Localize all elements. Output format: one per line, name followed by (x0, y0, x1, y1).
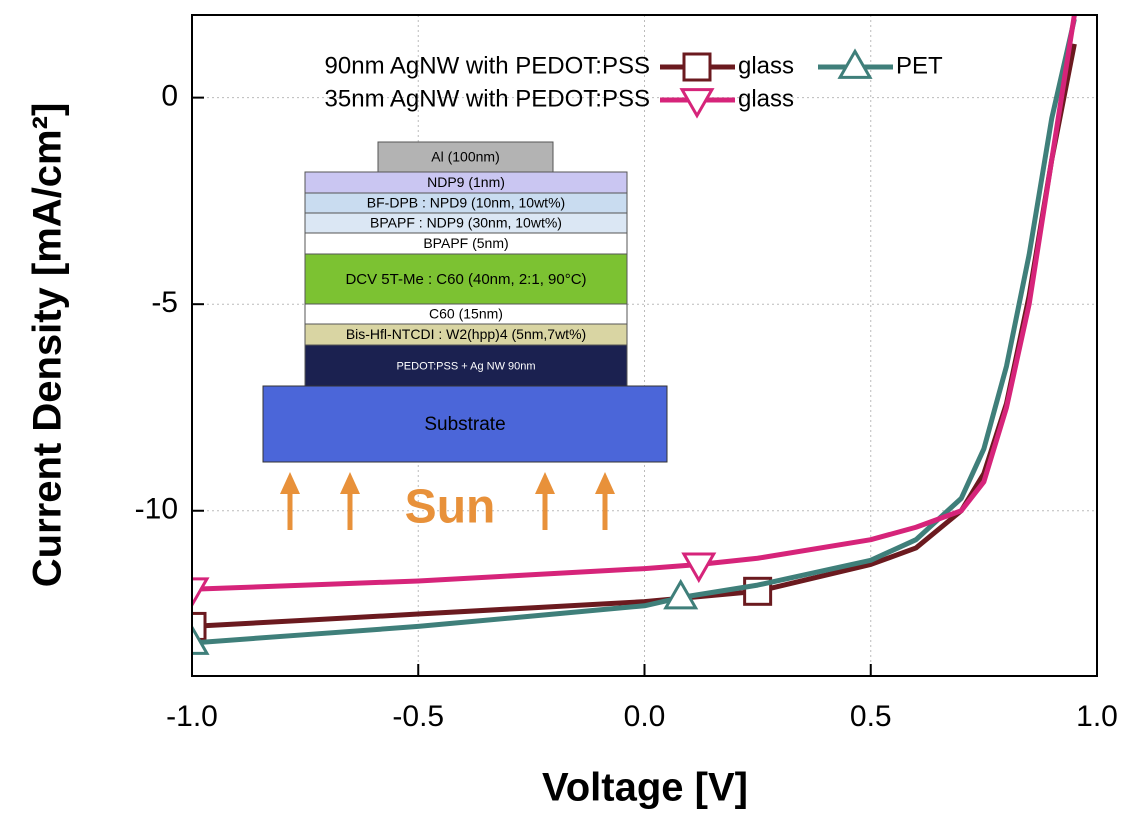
x-axis-title: Voltage [V] (542, 766, 748, 810)
layer-label: PEDOT:PSS + Ag NW 90nm (396, 360, 535, 372)
series-line (192, 18, 1077, 646)
x-tick-label: 0.0 (624, 700, 666, 733)
plot-frame (191, 14, 1098, 677)
layer-label: Bis-Hfl-NTCDI : W2(hpp)4 (5nm,7wt%) (346, 326, 586, 342)
sun-arrow-head (595, 472, 615, 494)
sun-arrow-head (340, 472, 360, 494)
substrate-label: Substrate (424, 414, 505, 435)
layer-label: NDP9 (1nm) (427, 174, 505, 190)
layer-label: BPAPF (5nm) (423, 235, 508, 251)
legend-group: 90nm AgNW with PEDOT:PSS (325, 52, 650, 79)
sun-label: Sun (405, 481, 496, 534)
layer-label: C60 (15nm) (429, 306, 503, 322)
device-stack: Al (100nm) NDP9 (1nm) BF-DPB : NPD9 (10nm,… (262, 141, 668, 534)
layer-label: BPAPF : NDP9 (30nm, 10wt%) (370, 215, 562, 231)
x-tick-label: -0.5 (392, 700, 444, 733)
y-tick-label: -5 (151, 286, 178, 319)
marker (837, 48, 873, 79)
layer-label: DCV 5T-Me : C60 (40nm, 2:1, 90°C) (345, 271, 586, 288)
x-tick-label: -1.0 (166, 700, 218, 733)
y-axis-title: Current Density [mA/cm²] (26, 103, 70, 588)
legend-label: glass (738, 52, 794, 79)
layer (304, 253, 628, 305)
marker (682, 52, 712, 82)
marker (681, 552, 717, 584)
sun-arrow-head (280, 472, 300, 494)
marker (192, 624, 210, 655)
x-tick-label: 1.0 (1076, 700, 1118, 733)
y-tick-label: -10 (135, 493, 178, 526)
layer-label: BF-DPB : NPD9 (10nm, 10wt%) (367, 195, 565, 211)
marker (663, 578, 699, 610)
layer (304, 344, 628, 387)
substrate (262, 385, 668, 463)
x-tick-label: 0.5 (850, 700, 892, 733)
marker (192, 577, 210, 608)
marker (679, 88, 715, 119)
legend-label: glass (738, 85, 794, 112)
legend-label: PET (896, 52, 943, 79)
overlay: -1.0 -0.5 0.0 0.5 1.0 -10 -5 0 90nm AgNW with PE… (135, 14, 1118, 733)
layer-label: Al (100nm) (431, 149, 499, 165)
sun-arrow-head (535, 472, 555, 494)
series-line (192, 15, 1077, 592)
y-tick-label: 0 (161, 80, 178, 113)
plot-lines (192, 15, 1077, 655)
legend-group: 35nm AgNW with PEDOT:PSS (325, 85, 650, 112)
